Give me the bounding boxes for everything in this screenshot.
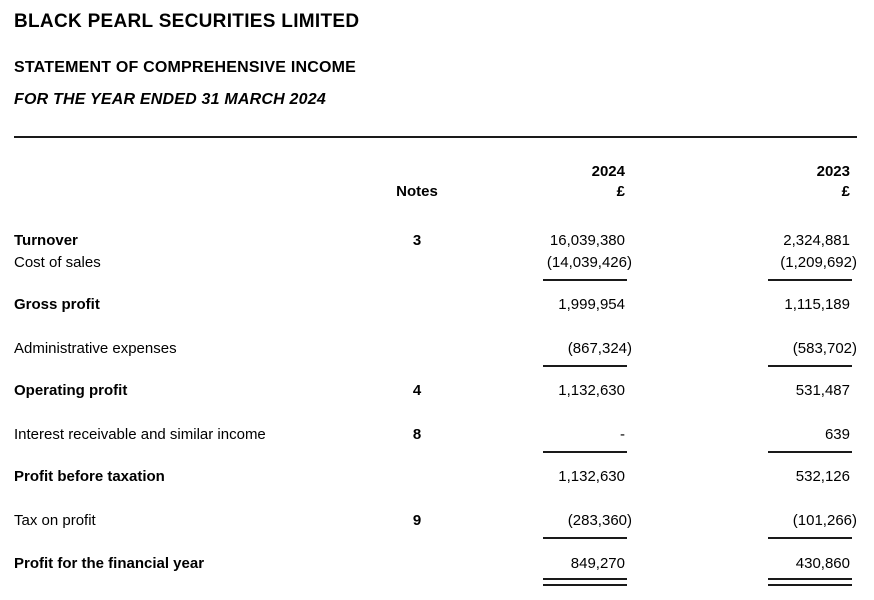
col-header-currency-prior: £ (841, 183, 850, 200)
table-row-profit-before-taxation: Profit before taxation 1,132,630 532,126 (14, 466, 857, 488)
subtotal-rule-row (14, 279, 857, 281)
subtotal-rule-2023 (768, 537, 852, 539)
row-label: Administrative expenses (14, 340, 177, 357)
row-amount-2024: 1,132,630 (558, 468, 625, 485)
table-row-gross-profit: Gross profit 1,999,954 1,115,189 (14, 294, 857, 316)
row-label: Turnover (14, 232, 78, 249)
row-amount-2024: (14,039,426) (546, 254, 632, 271)
row-amount-2023: 639 (824, 426, 850, 443)
statement-title: STATEMENT OF COMPREHENSIVE INCOME (14, 59, 357, 76)
grand-total-rule-2023 (768, 578, 852, 586)
row-label: Cost of sales (14, 254, 101, 271)
subtotal-rule-row (14, 365, 857, 367)
company-name: BLACK PEARL SECURITIES LIMITED (14, 11, 360, 32)
subtotal-rule-2023 (768, 451, 852, 453)
table-row-administrative-expenses: Administrative expenses (867,324) (583,7… (14, 338, 857, 360)
row-amount-2024: 849,270 (570, 555, 625, 572)
row-label: Profit before taxation (14, 468, 165, 485)
row-amount-2023: 2,324,881 (783, 232, 850, 249)
table-row-interest-receivable: Interest receivable and similar income 8… (14, 424, 857, 446)
col-header-year-prior: 2023 (816, 163, 850, 180)
row-note: 4 (412, 382, 422, 399)
row-amount-2024: 1,999,954 (558, 296, 625, 313)
row-amount-2024: 1,132,630 (558, 382, 625, 399)
row-amount-2023: (101,266) (792, 512, 857, 529)
col-header-currency-current: £ (616, 183, 625, 200)
row-amount-2023: (1,209,692) (780, 254, 857, 271)
row-note: 3 (412, 232, 422, 249)
subtotal-rule-2024 (543, 537, 627, 539)
column-header-units: Notes £ £ (14, 182, 857, 202)
row-amount-2024: - (620, 426, 625, 443)
table-row-turnover: Turnover 3 16,039,380 2,324,881 (14, 230, 857, 252)
column-header-years: 2024 2023 (14, 162, 857, 182)
col-header-year-current: 2024 (591, 163, 625, 180)
subtotal-rule-2024 (543, 365, 627, 367)
grand-total-rule-row (14, 578, 857, 586)
row-amount-2023: (583,702) (792, 340, 857, 357)
row-amount-2024: (283,360) (567, 512, 632, 529)
subtotal-rule-2023 (768, 365, 852, 367)
table-row-tax-on-profit: Tax on profit 9 (283,360) (101,266) (14, 510, 857, 532)
row-note: 8 (412, 426, 422, 443)
table-row-profit-for-year: Profit for the financial year 849,270 43… (14, 553, 857, 575)
grand-total-rule-2024 (543, 578, 627, 586)
row-label: Tax on profit (14, 512, 96, 529)
row-amount-2023: 1,115,189 (784, 296, 850, 313)
subtotal-rule-2023 (768, 279, 852, 281)
row-amount-2024: (867,324) (567, 340, 632, 357)
row-amount-2023: 531,487 (795, 382, 850, 399)
row-label: Interest receivable and similar income (14, 426, 266, 443)
row-note: 9 (412, 512, 422, 529)
row-amount-2023: 532,126 (795, 468, 850, 485)
subtotal-rule-2024 (543, 279, 627, 281)
row-amount-2024: 16,039,380 (549, 232, 625, 249)
col-header-notes: Notes (396, 183, 438, 200)
table-row-cost-of-sales: Cost of sales (14,039,426) (1,209,692) (14, 252, 857, 274)
period-title: FOR THE YEAR ENDED 31 MARCH 2024 (14, 91, 326, 108)
row-amount-2023: 430,860 (795, 555, 850, 572)
subtotal-rule-row (14, 537, 857, 539)
row-label: Gross profit (14, 296, 100, 313)
table-row-operating-profit: Operating profit 4 1,132,630 531,487 (14, 380, 857, 402)
subtotal-rule-2024 (543, 451, 627, 453)
header-rule (14, 136, 857, 138)
row-label: Profit for the financial year (14, 555, 205, 572)
subtotal-rule-row (14, 451, 857, 453)
row-label: Operating profit (14, 382, 128, 399)
